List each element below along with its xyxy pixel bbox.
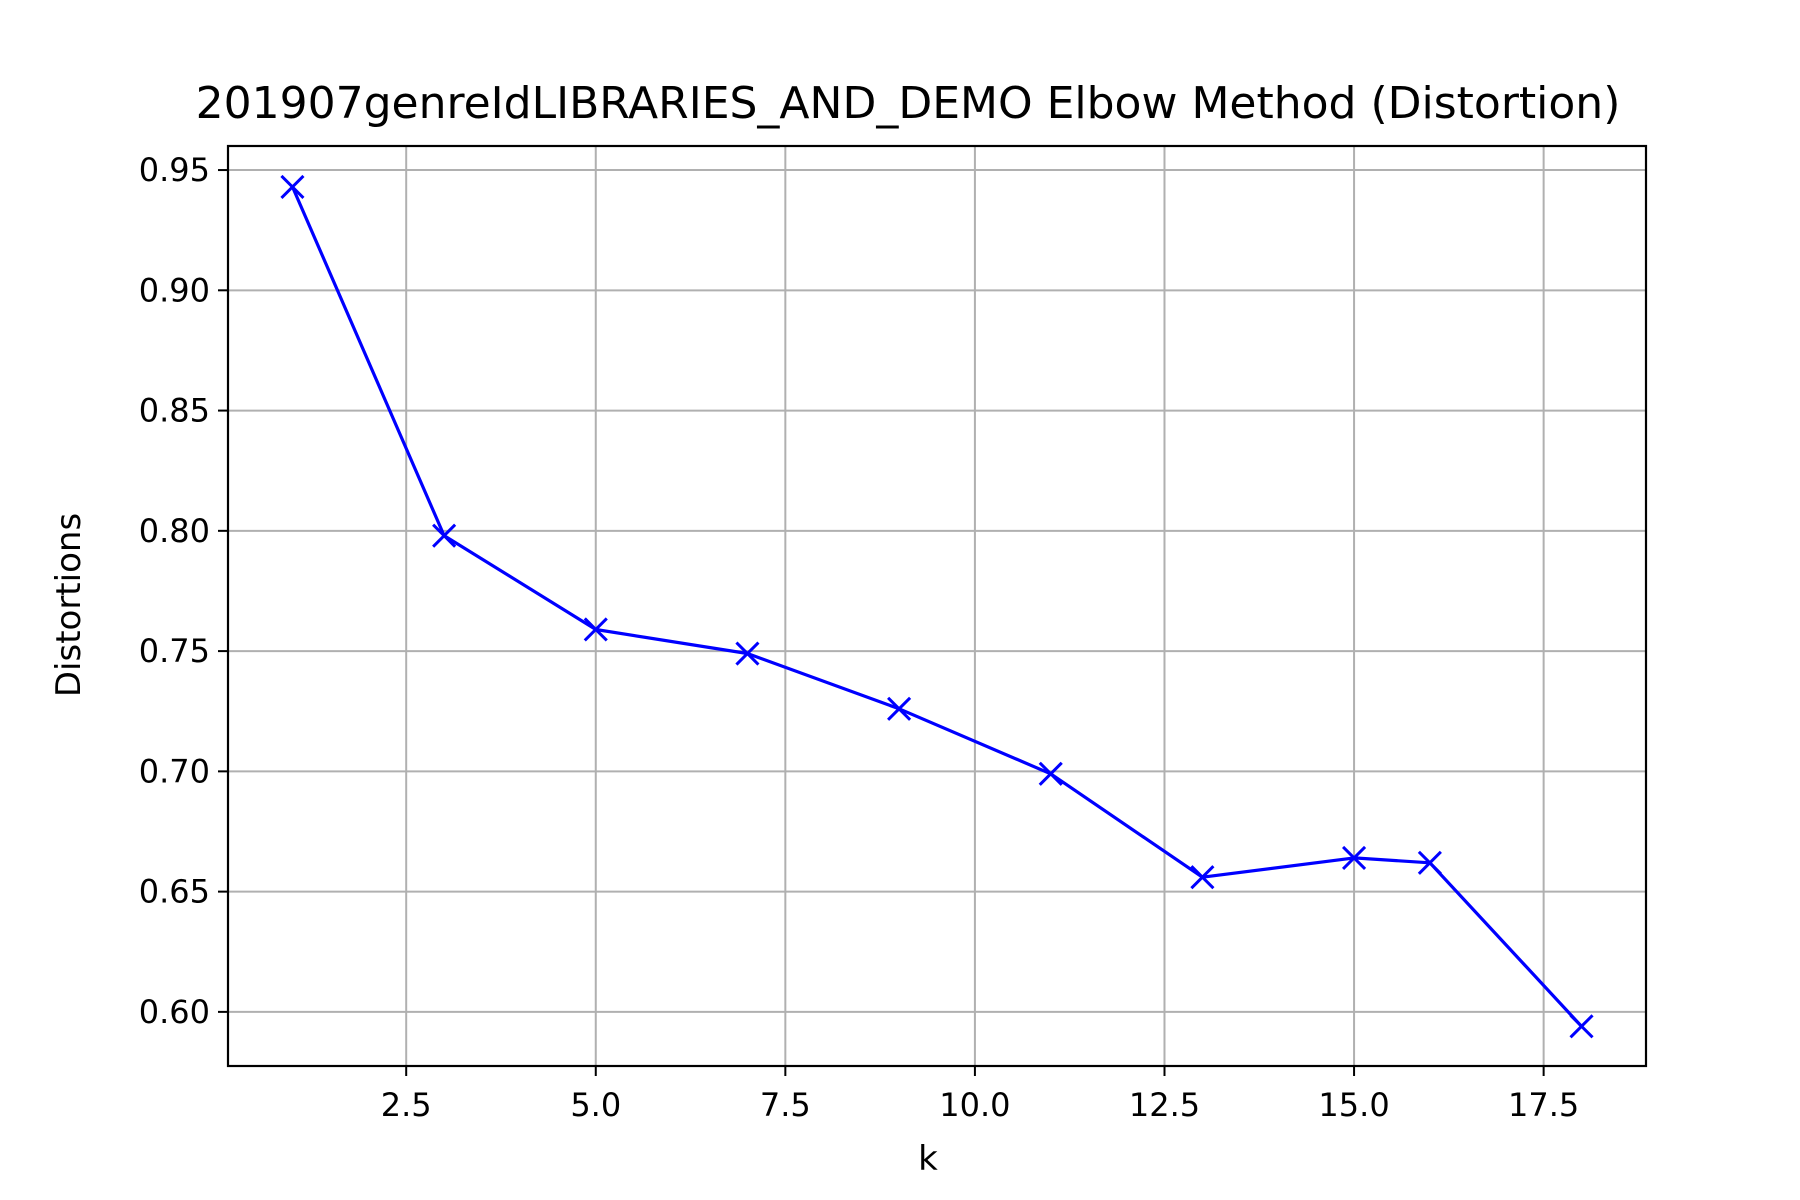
plot-frame xyxy=(226,144,1648,1068)
y-tick-label: 0.95 xyxy=(139,151,210,189)
data-point-marker xyxy=(1417,850,1442,875)
x-tick-label: 5.0 xyxy=(570,1086,621,1124)
x-tick-label: 15.0 xyxy=(1318,1086,1389,1124)
y-tick-label: 0.70 xyxy=(139,752,210,790)
x-tick-label: 7.5 xyxy=(760,1086,811,1124)
y-tick-label: 0.65 xyxy=(139,873,210,911)
series-line xyxy=(291,186,1583,1028)
y-tick-label: 0.80 xyxy=(139,512,210,550)
y-axis-label: Distortions xyxy=(49,513,89,697)
y-tick-label: 0.75 xyxy=(139,632,210,670)
grid-layer xyxy=(228,146,1646,1066)
data-point-marker xyxy=(1190,865,1215,890)
data-point-marker xyxy=(280,174,305,199)
data-point-marker xyxy=(1569,1014,1594,1039)
data-point-marker xyxy=(1038,761,1063,786)
chart-title: 201907genreIdLIBRARIES_AND_DEMO Elbow Me… xyxy=(196,78,1621,129)
x-tick-label: 12.5 xyxy=(1129,1086,1200,1124)
x-axis-label: k xyxy=(918,1139,938,1179)
data-point-marker xyxy=(432,523,457,548)
y-tick-label: 0.90 xyxy=(139,271,210,309)
series-layer xyxy=(280,174,1594,1039)
data-point-marker xyxy=(887,696,912,721)
tick-layer: 2.5 5.0 7.5 10.0 12.5 15.0 17.5 0.60 0.65 0.70 0.7… xyxy=(139,151,1580,1124)
x-tick-label: 2.5 xyxy=(381,1086,432,1124)
data-point-marker xyxy=(1341,845,1367,871)
x-tick-label: 10.0 xyxy=(939,1086,1010,1124)
data-point-marker xyxy=(583,617,608,642)
x-tick-label: 17.5 xyxy=(1508,1086,1579,1124)
y-tick-label: 0.60 xyxy=(139,993,210,1031)
y-tick-label: 0.85 xyxy=(139,392,210,430)
data-point-marker xyxy=(735,641,760,666)
